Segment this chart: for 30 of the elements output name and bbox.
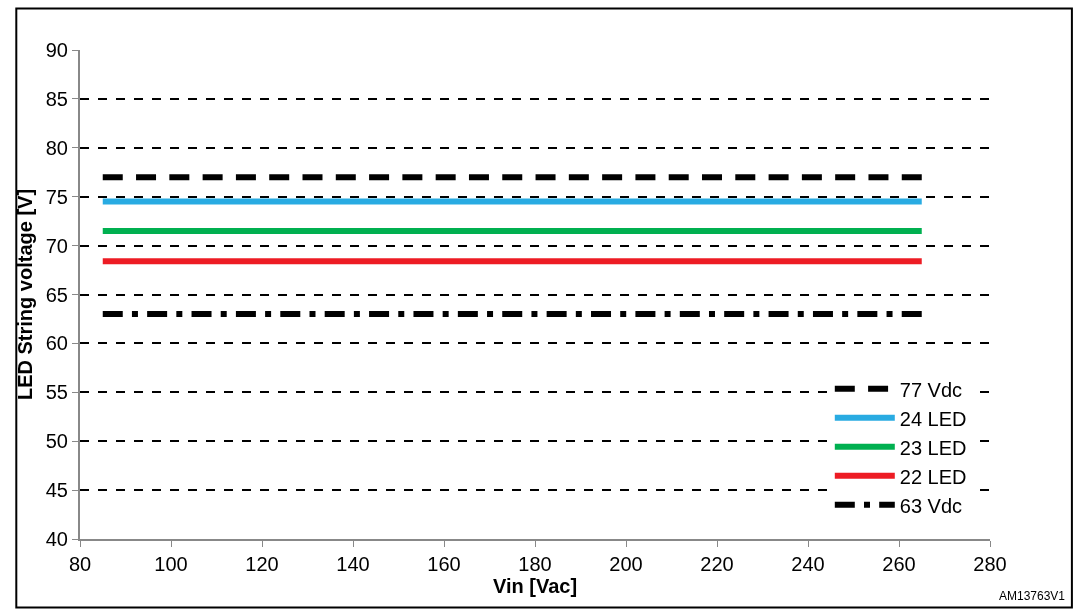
- x-axis-title: Vin [Vac]: [492, 575, 578, 597]
- y-tick-label: 50: [45, 430, 68, 453]
- x-tick-label: 140: [336, 553, 370, 575]
- x-tick-label: 220: [700, 553, 734, 575]
- text: AM13763V1: [999, 589, 1066, 603]
- x-tick-label: 80: [68, 553, 92, 575]
- x-tick-label: 200: [609, 553, 643, 575]
- x-tick-label: 180: [518, 553, 552, 575]
- y-tick-label: 60: [45, 332, 68, 355]
- y-tick-label: 90: [45, 39, 68, 61]
- y-tick-label: 65: [45, 283, 68, 306]
- y-tick-label: 55: [45, 381, 68, 404]
- y-tick-label: 45: [45, 479, 68, 502]
- x-tick-label: 160: [427, 553, 461, 575]
- y-tick-label: 40: [45, 528, 68, 550]
- x-tick-label: 100: [154, 553, 188, 575]
- y-axis-title: LED String voltage [V]: [13, 188, 36, 401]
- y-tick-label: 70: [45, 234, 68, 257]
- x-tick-label: 260: [882, 553, 916, 575]
- x-tick-label: 240: [791, 553, 825, 575]
- y-tick-label: 80: [45, 136, 68, 159]
- legend-label: 22 LED: [899, 465, 967, 488]
- y-tick-label: 85: [45, 87, 68, 110]
- y-tick-label: 75: [45, 185, 68, 208]
- x-tick-label: 120: [245, 553, 279, 575]
- legend-label: 63 Vdc: [899, 494, 963, 517]
- legend-label: 23 LED: [899, 436, 967, 459]
- legend-label: 24 LED: [899, 407, 967, 430]
- legend-label: 77 Vdc: [899, 378, 963, 401]
- x-tick-label: 280: [973, 553, 1007, 575]
